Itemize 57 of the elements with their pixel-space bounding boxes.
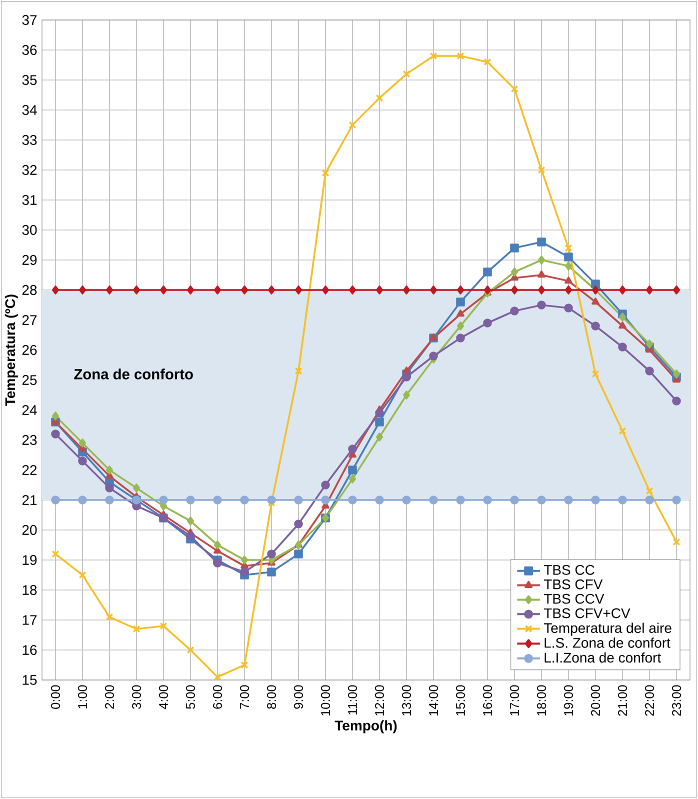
y-tick-label: 20 bbox=[22, 525, 37, 535]
y-tick-label: 21 bbox=[22, 495, 37, 505]
x-tick-label: 1:00 bbox=[78, 685, 87, 708]
y-tick-label: 16 bbox=[22, 645, 37, 655]
y-tick-label: 30 bbox=[22, 225, 37, 235]
x-tick-label: 20:00 bbox=[591, 685, 600, 716]
y-tick-label: 27 bbox=[22, 315, 37, 325]
y-tick-label: 15 bbox=[22, 675, 37, 685]
x-tick-label: 22:00 bbox=[645, 685, 654, 716]
x-tick-label: 18:00 bbox=[537, 685, 546, 716]
x-axis-title: Tempo(h) bbox=[334, 720, 397, 734]
y-tick-label: 19 bbox=[22, 555, 37, 565]
x-tick-label: 17:00 bbox=[510, 685, 519, 716]
x-tick-label: 11:00 bbox=[348, 685, 357, 714]
band-label: Zona de conforto bbox=[74, 368, 193, 380]
x-tick-label: 21:00 bbox=[618, 685, 627, 716]
x-tick-label: 15:00 bbox=[456, 685, 465, 716]
x-tick-label: 19:00 bbox=[564, 685, 573, 716]
y-tick-label: 36 bbox=[22, 45, 37, 55]
y-tick-label: 28 bbox=[22, 285, 37, 295]
x-tick-label: 10:00 bbox=[321, 685, 330, 716]
y-tick-label: 26 bbox=[22, 345, 37, 355]
y-tick-label: 31 bbox=[22, 195, 37, 205]
y-tick-label: 33 bbox=[22, 135, 37, 145]
y-tick-label: 34 bbox=[22, 105, 37, 115]
x-tick-label: 14:00 bbox=[429, 685, 438, 716]
y-axis-title: Temperatura (ºC) bbox=[4, 294, 18, 406]
x-tick-label: 9:00 bbox=[294, 685, 303, 709]
x-tick-label: 7:00 bbox=[240, 685, 249, 709]
legend-label: L.S. Zona de confort bbox=[544, 638, 670, 648]
y-tick-label: 37 bbox=[22, 15, 37, 25]
legend-label: TBS CFV+CV bbox=[544, 608, 630, 618]
y-tick-label: 17 bbox=[22, 615, 37, 625]
y-tick-label: 32 bbox=[22, 165, 37, 175]
y-tick-label: 25 bbox=[22, 375, 37, 385]
y-tick-label: 23 bbox=[22, 435, 37, 445]
y-tick-label: 35 bbox=[22, 75, 37, 85]
y-tick-label: 22 bbox=[22, 465, 37, 475]
x-tick-label: 4:00 bbox=[159, 685, 168, 710]
legend-label: Temperatura del aire bbox=[544, 622, 672, 636]
x-tick-label: 5:00 bbox=[186, 685, 195, 709]
y-tick-label: 29 bbox=[22, 255, 37, 265]
y-tick-label: 18 bbox=[22, 585, 37, 595]
x-tick-label: 23:00 bbox=[672, 685, 681, 716]
x-tick-label: 0:00 bbox=[51, 685, 60, 709]
x-tick-label: 12:00 bbox=[375, 685, 384, 716]
y-tick-label: 24 bbox=[22, 405, 37, 415]
legend-label: TBS CC bbox=[544, 564, 594, 575]
x-tick-label: 2:00 bbox=[105, 685, 114, 709]
legend-label: TBS CFV bbox=[544, 579, 603, 590]
x-tick-label: 8:00 bbox=[267, 685, 276, 709]
x-tick-label: 3:00 bbox=[132, 685, 141, 709]
x-tick-label: 6:00 bbox=[213, 685, 222, 709]
legend-label: L.I.Zona de confort bbox=[544, 652, 662, 663]
legend-label: TBS CCV bbox=[544, 594, 604, 604]
x-tick-label: 16:00 bbox=[483, 685, 492, 716]
x-tick-label: 13:00 bbox=[402, 685, 411, 716]
